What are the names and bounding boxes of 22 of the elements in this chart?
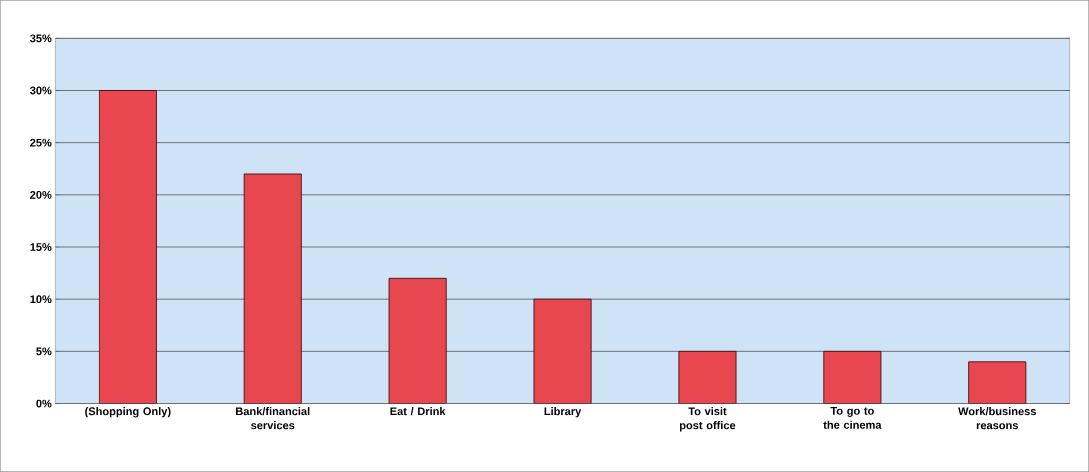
y-tick-label: 0% <box>36 399 52 408</box>
x-tick-label: To go to the cinema <box>823 407 882 429</box>
y-tick-label: 35% <box>30 34 52 43</box>
x-tick-label: To visit post office <box>679 407 736 432</box>
y-tick-label: 5% <box>36 347 52 356</box>
bar <box>823 350 882 404</box>
bar <box>533 298 592 404</box>
y-tick-label: 20% <box>30 190 52 199</box>
x-tick-label: Eat / Drink <box>390 407 446 416</box>
bar <box>98 90 157 404</box>
y-tick-label: 30% <box>30 86 52 95</box>
x-tick-label: Bank/financial services <box>236 407 310 430</box>
bar <box>968 361 1027 404</box>
bar <box>243 173 302 404</box>
bar <box>388 277 447 404</box>
y-tick-label: 15% <box>30 243 52 251</box>
x-tick-label: Library <box>544 407 582 418</box>
y-tick-label: 25% <box>30 138 52 147</box>
bar <box>678 350 737 404</box>
x-tick-label: (Shopping Only) <box>85 407 171 418</box>
x-tick-label: Work/business reasons <box>958 407 1036 430</box>
y-tick-label: 10% <box>30 295 52 304</box>
